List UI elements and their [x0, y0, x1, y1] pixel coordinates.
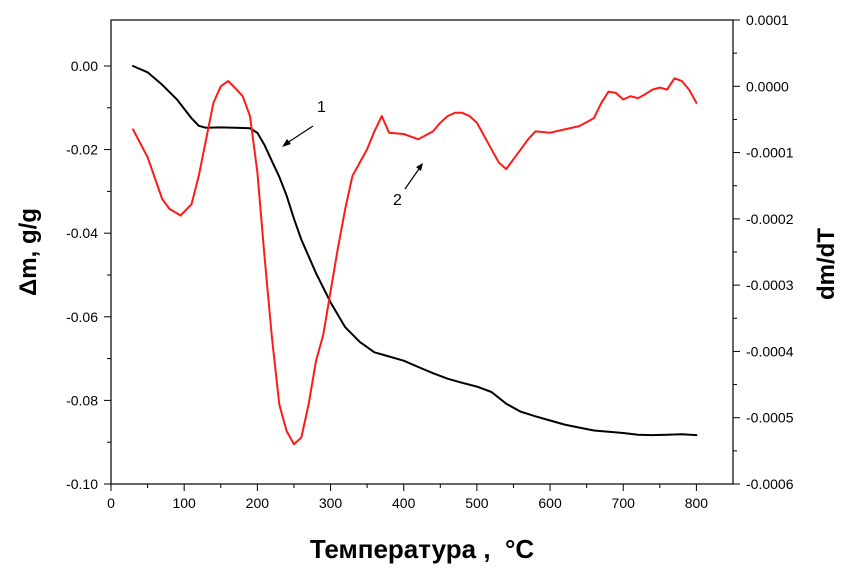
right-y-tick-label: -0.0006	[746, 476, 794, 492]
right-y-axis-title: dm/dT	[813, 228, 840, 300]
x-tick-label: 500	[465, 495, 489, 511]
annotation-2-arrowhead	[416, 163, 423, 171]
annotation-2: 2	[393, 163, 423, 209]
right-y-tick-label: -0.0005	[746, 410, 794, 426]
left-y-axis-ticks: 0.00 -0.02 -0.04 -0.06 -0.08 -0.10	[66, 58, 111, 492]
left-y-tick-label: -0.08	[66, 392, 98, 408]
x-tick-label: 400	[392, 495, 416, 511]
left-y-tick-label: -0.04	[66, 225, 98, 241]
right-y-tick-label: -0.0001	[746, 145, 794, 161]
left-y-tick-label: 0.00	[71, 58, 98, 74]
right-y-tick-label: 0.0001	[746, 12, 789, 28]
x-tick-label: 200	[246, 495, 270, 511]
series-line-2	[132, 77, 698, 446]
left-y-tick-label: -0.02	[66, 142, 98, 158]
series-line-1	[132, 65, 698, 437]
x-axis-title: Температура , °C	[310, 534, 535, 564]
right-y-tick-label: -0.0003	[746, 277, 794, 293]
right-y-tick-label: 0.0000	[746, 78, 789, 94]
annotation-1-arrowhead	[282, 139, 291, 147]
series-group	[132, 65, 698, 446]
x-tick-label: 700	[612, 495, 636, 511]
annotation-1-label: 1	[317, 99, 326, 116]
x-tick-label: 800	[685, 495, 709, 511]
annotation-2-label: 2	[393, 192, 402, 209]
x-tick-label: 600	[538, 495, 562, 511]
x-tick-label: 100	[172, 495, 196, 511]
x-tick-label: 0	[107, 495, 115, 511]
right-y-tick-label: -0.0002	[746, 211, 794, 227]
left-y-tick-label: -0.10	[66, 476, 98, 492]
x-tick-label: 300	[319, 495, 343, 511]
annotation-2-arrow	[404, 165, 422, 190]
right-y-axis-ticks: 0.0001 0.0000 -0.0001 -0.0002 -0.0003 -0.0004…	[733, 12, 794, 492]
x-axis-ticks: 0 100 200 300 400 500 600 700 800	[107, 484, 708, 511]
left-y-axis-title: Δm, g/g	[15, 208, 42, 296]
right-y-tick-label: -0.0004	[746, 343, 794, 359]
annotation-1: 1	[282, 99, 326, 147]
plot-frame	[110, 19, 734, 485]
left-y-tick-label: -0.06	[66, 309, 98, 325]
